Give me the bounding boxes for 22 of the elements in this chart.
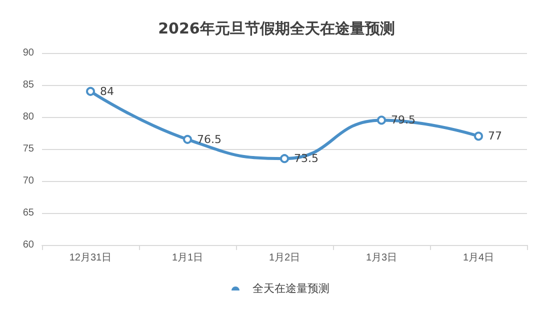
data-label: 76.5 bbox=[197, 132, 222, 146]
y-tick-label: 70 bbox=[22, 176, 34, 186]
x-tick-label: 1月3日 bbox=[366, 252, 398, 264]
point bbox=[86, 86, 95, 96]
y-tick-label: 85 bbox=[22, 80, 34, 90]
y-tick-label: 60 bbox=[22, 240, 34, 250]
y-tick-label: 80 bbox=[22, 112, 34, 122]
chart-title: 2026年元旦节假期全天在途量预测 bbox=[158, 20, 395, 38]
point bbox=[183, 134, 192, 144]
data-label: 84 bbox=[100, 84, 114, 98]
point bbox=[377, 116, 386, 125]
data-label: 77 bbox=[488, 130, 502, 143]
y-tick-label: 65 bbox=[22, 208, 34, 218]
legend-label: 全天在途量预测 bbox=[252, 282, 330, 295]
x-tick-label: 12月31日 bbox=[69, 252, 112, 264]
y-tick-label: 90 bbox=[22, 48, 34, 58]
x-tick-label: 1月1日 bbox=[172, 252, 204, 264]
y-tick-label: 75 bbox=[22, 144, 34, 154]
x-tick-label: 1月2日 bbox=[268, 252, 300, 264]
point bbox=[474, 132, 483, 141]
point bbox=[280, 154, 289, 164]
x-tick-label: 1月4日 bbox=[462, 252, 494, 264]
